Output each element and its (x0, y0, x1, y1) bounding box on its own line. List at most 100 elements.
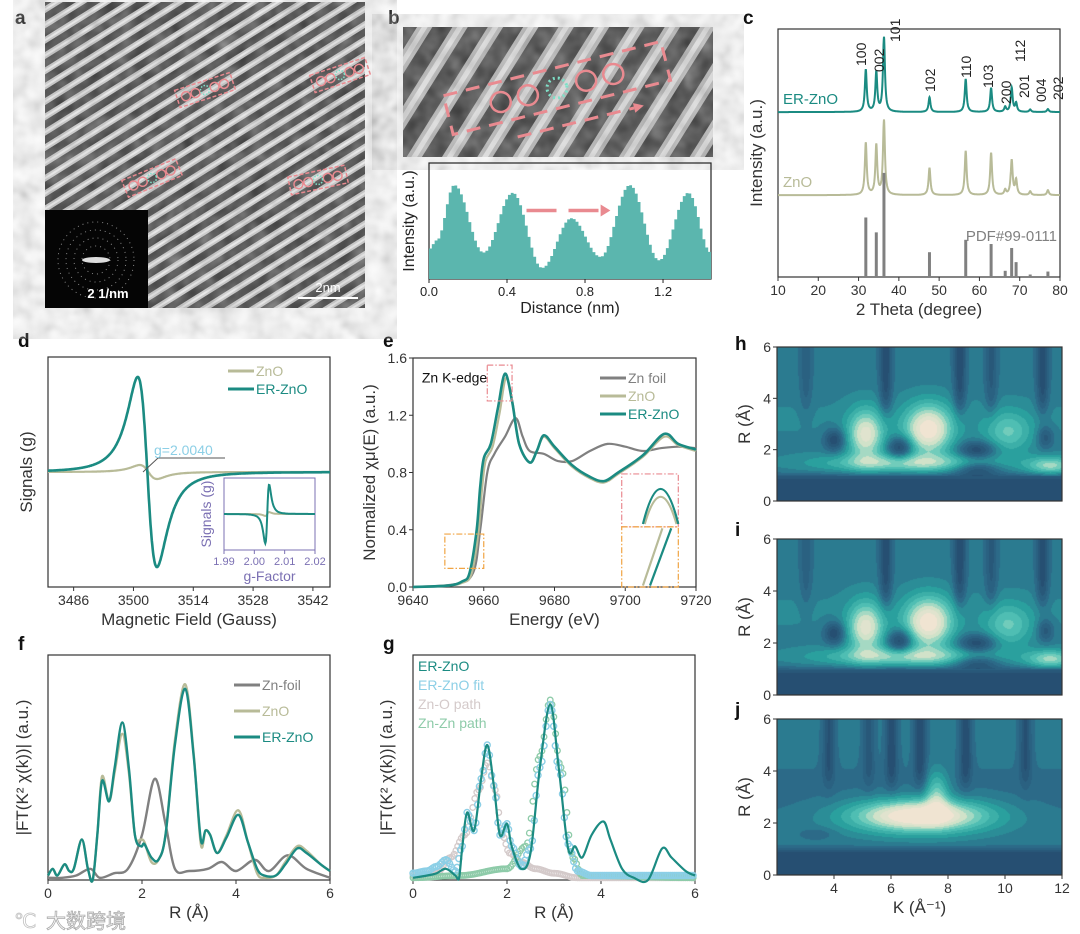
hkl-label: 112 (1012, 39, 1028, 62)
hkl-label: 004 (1033, 78, 1049, 102)
x-tick-label: 6 (691, 885, 699, 901)
diffraction-center (82, 257, 110, 263)
panel-label-j: j (734, 700, 740, 721)
hkl-label: 101 (887, 18, 903, 42)
plot-frame-g (412, 654, 696, 881)
x-tick-label: 4 (830, 880, 838, 896)
epr-curve-ER-ZnO (48, 375, 330, 569)
vacancy-circle (334, 69, 346, 81)
dashed-box (441, 39, 673, 137)
x-tick-label: 20 (810, 282, 826, 298)
y-axis-label: Signals (g) (17, 431, 36, 512)
watermark-logo-icon: ℃ (14, 911, 36, 933)
panel-label-c: c (743, 8, 754, 29)
peak-inset-box (621, 473, 679, 528)
x-tick-label: 10 (997, 880, 1013, 896)
y-tick-label: 0 (763, 867, 771, 883)
y-tick-label: 0 (763, 493, 771, 509)
y-axis-label: Intensity (a.u.) (401, 170, 418, 271)
y-tick-label: 2 (763, 442, 771, 458)
hkl-label: 110 (958, 55, 974, 78)
x-tick-label: 70 (1012, 282, 1028, 298)
inset-peak-er-zno (641, 488, 680, 525)
x-tick-label: 0 (409, 885, 417, 901)
inset-curve-ER-ZnO (224, 483, 315, 547)
fit-marker (483, 741, 491, 749)
panel-label-b: b (388, 8, 400, 29)
edge-zoom-box (444, 533, 485, 569)
x-tick-label: 2.01 (274, 556, 295, 568)
hkl-label: 002 (871, 48, 887, 72)
y-tick-label: 1.6 (388, 350, 408, 366)
defect-marker (173, 71, 237, 109)
y-tick-label: 0.8 (388, 465, 408, 481)
y-tick-label: 6 (763, 531, 771, 547)
Zn-Zn path-marker (531, 780, 539, 788)
plot-frame-c (777, 28, 1061, 278)
edge-annotation: Zn K-edge (422, 369, 488, 385)
fit-marker (519, 861, 527, 869)
atom-circle (190, 87, 201, 99)
watermark-text: 大数跨境 (46, 910, 126, 933)
Zn-Zn path-marker (525, 829, 533, 837)
Zn-O path-marker (450, 850, 458, 858)
atom-circle (353, 63, 365, 75)
legend-label: Zn-O path (418, 696, 481, 712)
y-tick-label: 6 (763, 711, 771, 727)
vacancy-circle (199, 84, 211, 96)
x-tick-label: 0 (44, 885, 52, 901)
atom-circle (180, 90, 192, 102)
y-tick-label: 2 (763, 635, 771, 651)
atom-circle (165, 165, 176, 176)
atom-circle (574, 69, 598, 92)
atom-circle (315, 75, 327, 87)
diffraction-ring (73, 237, 119, 283)
peak-zoom-box (486, 364, 513, 402)
x-tick-label: 0.0 (420, 284, 438, 299)
y-tick-label: 0.4 (388, 522, 408, 538)
x-tick-label: 9720 (680, 592, 711, 608)
x-axis-label: Magnetic Field (Gauss) (101, 610, 277, 629)
hkl-label: 100 (853, 42, 869, 66)
legend-label: ER-ZnO (418, 658, 469, 674)
x-tick-label: 3500 (118, 592, 149, 608)
legend-label: Zn-foil (262, 677, 301, 693)
x-tick-label: 6 (326, 885, 334, 901)
y-tick-label: 4 (763, 390, 771, 406)
y-axis-label: Signals (g) (198, 481, 214, 548)
panel-label-h: h (735, 334, 747, 355)
vacancy-circle (146, 172, 158, 184)
plot-frame-i (776, 538, 1063, 696)
inset-peak-zno (643, 495, 678, 525)
hkl-label: 102 (922, 68, 938, 92)
hkl-label: 201 (1016, 74, 1032, 98)
x-tick-label: 2 (138, 885, 146, 901)
hkl-label: 202 (1050, 76, 1066, 100)
fit-marker (570, 857, 578, 866)
diffraction-ring (65, 229, 127, 291)
atom-circle (325, 72, 336, 84)
y-tick-label: 4 (763, 583, 771, 599)
fit-marker (434, 862, 443, 870)
x-tick-label: 9680 (539, 592, 570, 608)
y-axis-label: Normalized χμ(E) (a.u.) (360, 384, 379, 560)
x-axis-label: K (Å⁻¹) (893, 898, 946, 917)
panel-label-a: a (15, 8, 26, 29)
series-label: PDF#99-0111 (966, 228, 1057, 245)
x-tick-label: 2.00 (244, 556, 265, 568)
x-tick-label: 40 (891, 282, 907, 298)
dashed-box (286, 164, 350, 196)
ft-curve-ER-ZnO (412, 703, 696, 884)
atom-circle (302, 176, 314, 188)
x-tick-label: 9700 (610, 592, 641, 608)
atom-circle (322, 172, 334, 184)
panel-label-d: d (18, 331, 30, 352)
hrtem-noise (403, 27, 713, 157)
y-tick-label: 0.0 (388, 579, 408, 595)
x-tick-label: 9640 (397, 592, 428, 608)
legend-label: ZnO (262, 703, 289, 719)
panel-label-e: e (383, 331, 394, 352)
x-axis-label: g-Factor (243, 568, 295, 584)
dashed-box (173, 71, 237, 109)
fit-marker (436, 860, 444, 868)
